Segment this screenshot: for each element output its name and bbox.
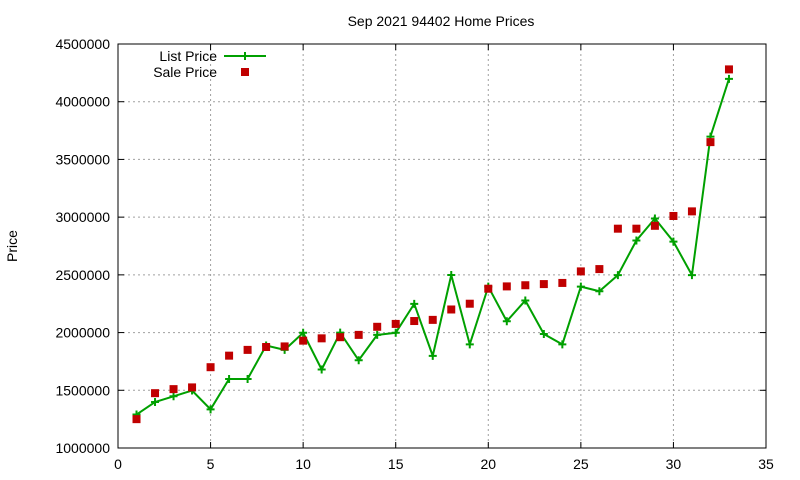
- sale-price-point: [706, 138, 715, 147]
- y-tick-label: 4000000: [55, 94, 110, 110]
- x-tick-label: 20: [480, 456, 496, 472]
- sale-price-point: [299, 336, 308, 345]
- y-axis-label: Price: [4, 230, 20, 262]
- list-price-point: [687, 271, 696, 280]
- sale-price-point: [521, 281, 530, 290]
- y-tick-label: 2500000: [55, 267, 110, 283]
- sale-price-point: [132, 415, 141, 424]
- list-price-point: [317, 365, 326, 374]
- sale-price-point: [317, 334, 326, 343]
- series-sale-price: [132, 65, 733, 424]
- list-price-point: [206, 405, 215, 414]
- axis-layer: 0 5 10 15 20 25 30 35 1000000 1500000 2000000 25000…: [55, 36, 774, 472]
- sale-price-point: [391, 319, 400, 328]
- list-price-point: [243, 374, 252, 383]
- sale-price-point: [447, 305, 456, 314]
- list-price-point: [447, 270, 456, 279]
- y-tick-label: 4500000: [55, 36, 110, 52]
- sale-price-point: [169, 385, 178, 394]
- plot-frame: [117, 43, 767, 449]
- sale-price-point: [687, 207, 696, 216]
- sale-price-point: [410, 317, 419, 326]
- list-price-line: [135, 78, 730, 416]
- list-price-point: [391, 328, 400, 337]
- sale-price-point: [465, 299, 474, 308]
- sale-price-point: [613, 224, 622, 233]
- list-price-point: [632, 236, 641, 245]
- sale-price-point: [151, 389, 160, 398]
- legend-label: Sale Price: [153, 64, 217, 80]
- sale-price-point: [632, 224, 641, 233]
- y-tick-label: 2000000: [55, 325, 110, 341]
- series-layer: [132, 65, 733, 424]
- list-price-point: [225, 374, 234, 383]
- sale-price-point: [724, 65, 733, 74]
- series-list-price: [132, 74, 733, 419]
- sale-price-point: [669, 211, 678, 220]
- list-price-point: [151, 398, 160, 407]
- list-price-point: [650, 214, 659, 223]
- sale-price-point: [225, 351, 234, 360]
- list-price-point: [558, 340, 567, 349]
- x-tick-label: 25: [573, 456, 589, 472]
- list-price-point: [373, 330, 382, 339]
- list-price-point: [539, 329, 548, 338]
- list-price-point: [576, 282, 585, 291]
- list-price-point: [521, 296, 530, 305]
- list-price-point: [465, 340, 474, 349]
- grid-layer: [118, 44, 766, 448]
- sale-price-point: [650, 221, 659, 230]
- sale-price-point: [243, 345, 252, 354]
- legend-plus-swatch: [241, 52, 249, 60]
- x-tick-label: 5: [207, 456, 215, 472]
- legend-square-swatch: [241, 68, 249, 76]
- list-price-point: [669, 237, 678, 246]
- list-price-point: [595, 287, 604, 296]
- sale-price-point: [354, 330, 363, 339]
- chart-title: Sep 2021 94402 Home Prices: [348, 13, 535, 29]
- sale-price-point: [262, 343, 271, 351]
- list-price-point: [613, 271, 622, 280]
- sale-price-point: [206, 363, 215, 372]
- sale-price-point: [576, 267, 585, 276]
- sale-price-point: [539, 280, 548, 289]
- sale-price-point: [502, 282, 511, 291]
- sale-price-point: [280, 342, 289, 351]
- list-price-point: [354, 356, 363, 365]
- x-tick-label: 15: [388, 456, 404, 472]
- sale-price-point: [428, 315, 437, 324]
- x-tick-label: 10: [295, 456, 311, 472]
- sale-price-point: [336, 333, 345, 342]
- sale-price-point: [484, 284, 493, 293]
- list-price-point: [724, 74, 733, 83]
- y-tick-label: 1500000: [55, 382, 110, 398]
- legend-label: List Price: [159, 48, 217, 64]
- list-price-point: [502, 317, 511, 326]
- sale-price-point: [188, 383, 197, 392]
- x-tick-label: 35: [758, 456, 774, 472]
- list-price-point: [299, 328, 308, 337]
- sale-price-point: [558, 278, 567, 287]
- x-tick-label: 0: [114, 456, 122, 472]
- list-price-point: [410, 299, 419, 308]
- y-tick-label: 3000000: [55, 209, 110, 225]
- sale-price-point: [373, 322, 382, 331]
- list-price-point: [428, 351, 437, 360]
- x-tick-label: 30: [666, 456, 682, 472]
- y-tick-label: 1000000: [55, 440, 110, 456]
- list-price-point: [169, 392, 178, 401]
- y-tick-label: 3500000: [55, 151, 110, 167]
- sale-price-point: [595, 265, 604, 274]
